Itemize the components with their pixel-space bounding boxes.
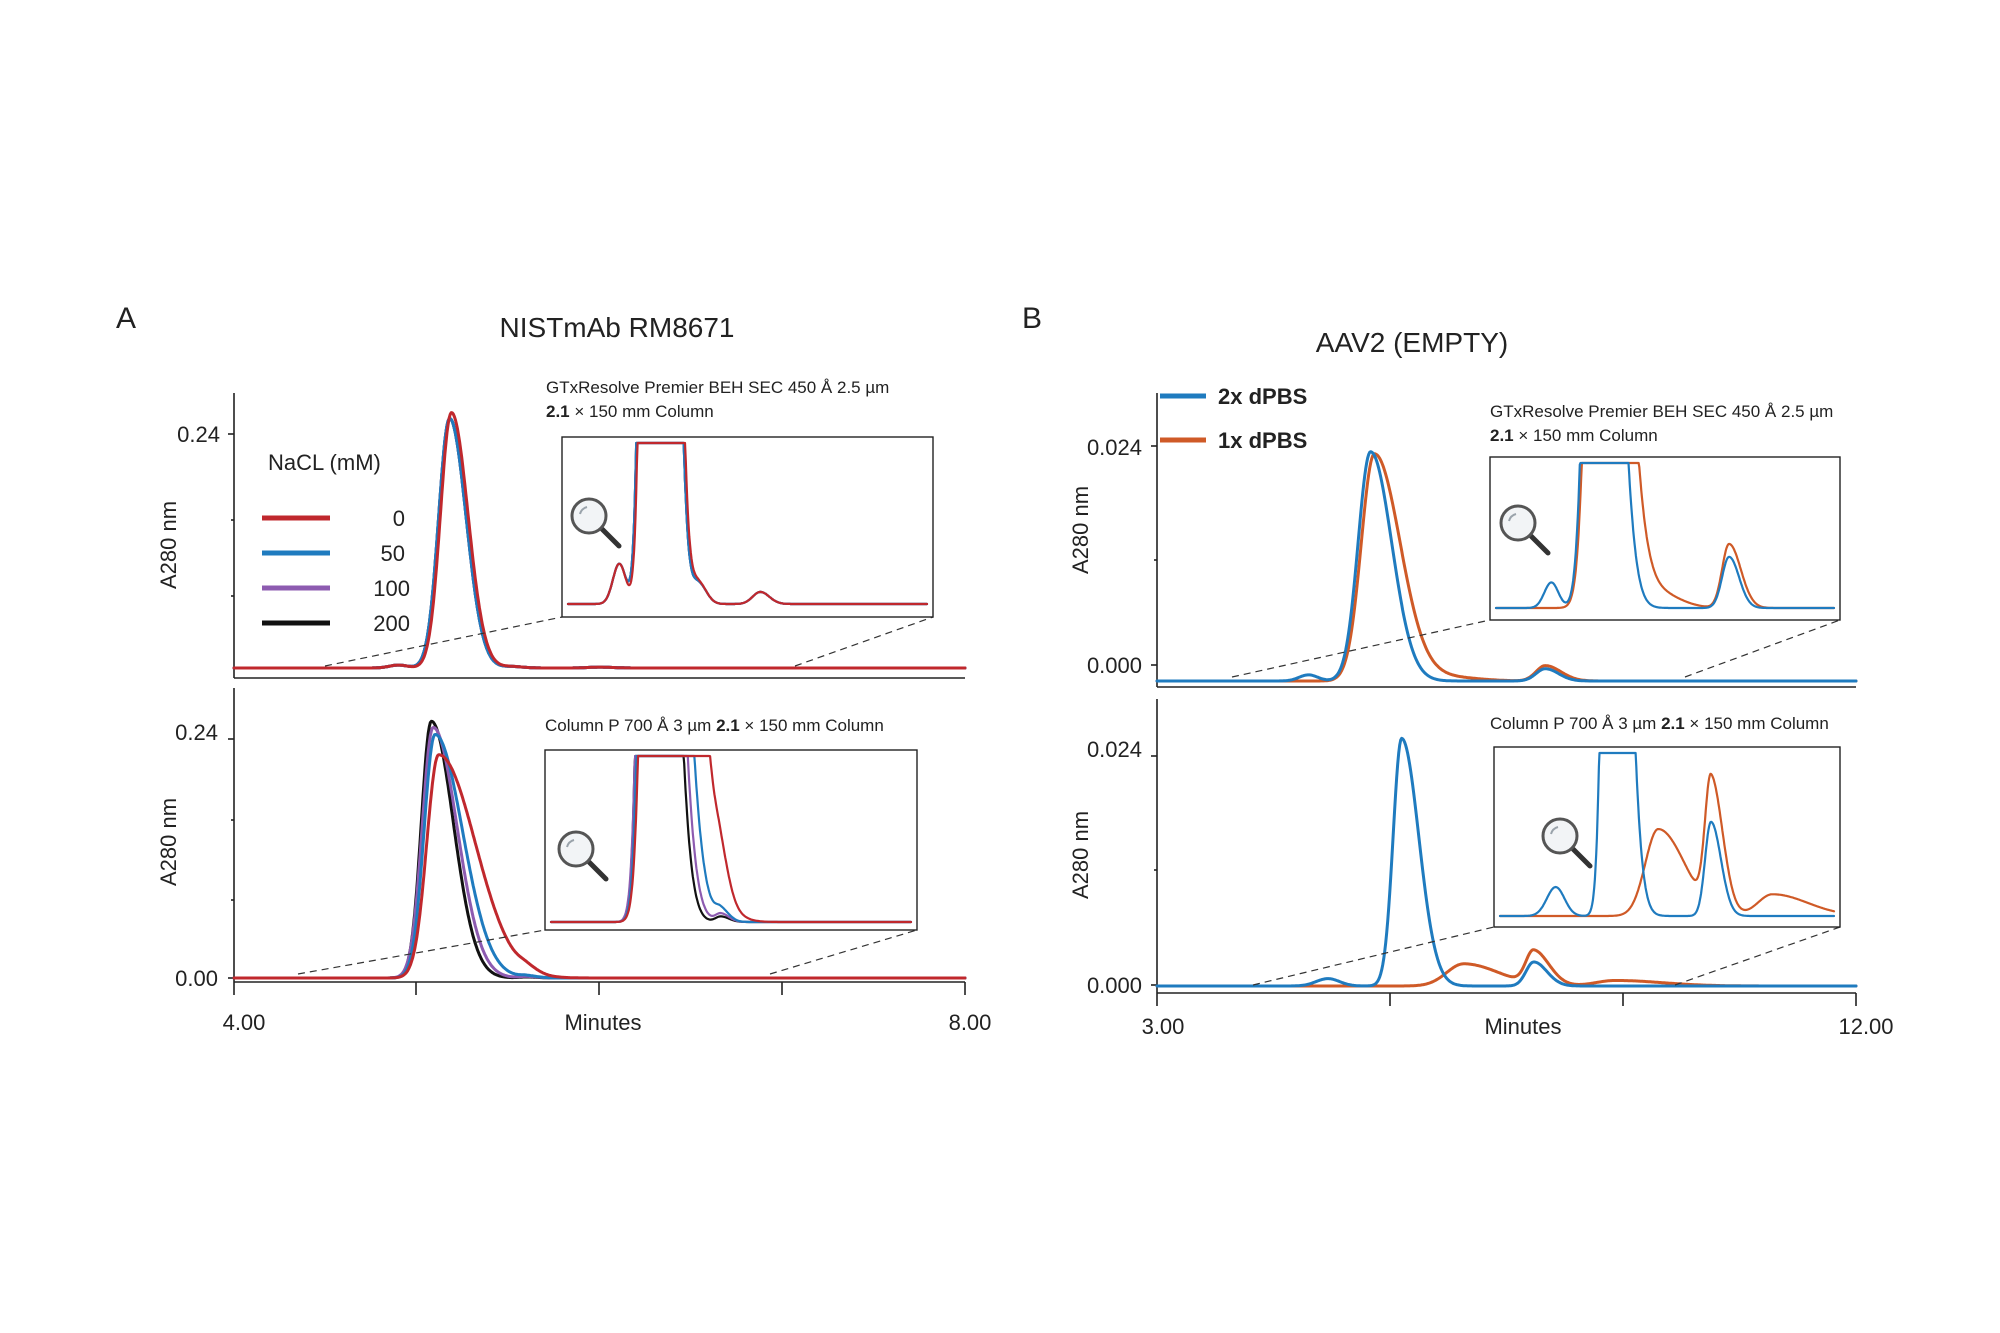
b-xtick-label-end: 12.00: [1838, 1014, 1893, 1039]
panel-a: A NISTmAb RM8671 NaCL (mM) 0 50 100 200 …: [116, 302, 991, 1035]
magnifier-handle: [1570, 846, 1593, 869]
panel-b-top-axes: 0.024 0.000 A280 nm: [1068, 393, 1856, 688]
b-bottom-inset-traces: [1498, 751, 1836, 918]
magnifier-icon: [557, 830, 609, 882]
b-top-column-line2: 2.1 × 150 mm Column: [1490, 426, 1658, 445]
a-xtick-label-start: 4.00: [223, 1010, 266, 1035]
magnifier-icon: [1541, 817, 1593, 869]
trace-0: [232, 411, 967, 670]
magnifier-lens: [570, 497, 608, 535]
a-bottom-column-note: Column P 700 Å 3 µm 2.1 × 150 mm Column: [545, 716, 884, 735]
magnifier-handle: [599, 526, 622, 549]
magnifier-handle: [1528, 533, 1551, 556]
a-bottom-column-post: × 150 mm Column: [740, 716, 884, 735]
a-top-inset: [561, 436, 934, 618]
magnifier-handle: [586, 859, 609, 882]
a-bottom-ylabel: A280 nm: [156, 798, 181, 886]
panel-b-label: B: [1022, 302, 1042, 335]
b-top-column-line1: GTxResolve Premier BEH SEC 450 Å 2.5 µm: [1490, 402, 1833, 421]
a-xlabel: Minutes: [564, 1010, 641, 1035]
legend-label-50: 50: [381, 541, 405, 566]
panel-b-legend: 2x dPBS 1x dPBS: [1160, 384, 1307, 453]
magnifier-lens: [557, 830, 595, 868]
a-bottom-inset-traces: [549, 754, 913, 924]
a-top-column-line1: GTxResolve Premier BEH SEC 450 Å 2.5 µm: [546, 378, 889, 397]
b-top-inset-traces: [1494, 461, 1836, 610]
a-bottom-ytick-label-top: 0.24: [175, 720, 218, 745]
b-top-traces: [1155, 450, 1858, 683]
b-bottom-zoom-line-right: [1674, 926, 1841, 986]
b-xtick-label-start: 3.00: [1142, 1014, 1185, 1039]
b-bottom-traces: [1155, 736, 1858, 988]
b-bottom-zoom-line-left: [1252, 926, 1495, 986]
magnifier-lens: [1499, 504, 1537, 542]
b-bottom-ytick-label-top: 0.024: [1087, 737, 1142, 762]
a-top-ylabel: A280 nm: [156, 501, 181, 589]
inset-trace-2x-dpbs: [1494, 461, 1836, 610]
a-bottom-zoom-line-left: [297, 929, 546, 975]
b-top-inset: [1489, 456, 1841, 621]
b-xlabel: Minutes: [1484, 1014, 1561, 1039]
panel-a-bottom-axes: 0.24 0.00 A280 nm 4.00 8.00 Minutes: [156, 688, 991, 1035]
b-top-zoom-line-right: [1684, 619, 1841, 678]
a-top-inset-traces: [566, 441, 929, 606]
panel-b-title: AAV2 (EMPTY): [1316, 327, 1508, 358]
a-top-zoom-line-left: [324, 616, 563, 667]
b-bottom-ytick-label-zero: 0.000: [1087, 973, 1142, 998]
trace-2x-dpbs: [1155, 736, 1858, 988]
a-bottom-column-pre: Column P 700 Å 3 µm: [545, 716, 716, 735]
a-bottom-ytick-label-zero: 0.00: [175, 966, 218, 991]
a-xtick-label-end: 8.00: [949, 1010, 992, 1035]
b-top-column-rest: × 150 mm Column: [1514, 426, 1658, 445]
a-bottom-traces: [232, 719, 967, 980]
trace-1x-dpbs: [1155, 948, 1858, 988]
panel-b: B AAV2 (EMPTY) 2x dPBS 1x dPBS 0.024 0.0…: [1022, 302, 1894, 1039]
legend-label-1x-dpbs: 1x dPBS: [1218, 428, 1307, 453]
a-bottom-inset: [544, 749, 918, 931]
b-top-ytick-label-zero: 0.000: [1087, 653, 1142, 678]
magnifier-icon: [570, 497, 622, 549]
a-bottom-zoom-line-right: [769, 929, 918, 975]
a-top-column-line2: 2.1 × 150 mm Column: [546, 402, 714, 421]
panel-a-label: A: [116, 302, 136, 335]
magnifier-glint: [1508, 513, 1517, 522]
b-top-column-bold: 2.1: [1490, 426, 1514, 445]
b-bottom-column-note: Column P 700 Å 3 µm 2.1 × 150 mm Column: [1490, 714, 1829, 733]
b-top-ytick-label-top: 0.024: [1087, 435, 1142, 460]
inset-trace-1x-dpbs: [1498, 772, 1836, 918]
b-bottom-ylabel: A280 nm: [1068, 811, 1093, 899]
magnifier-glint: [566, 839, 575, 848]
panel-a-top-axes: 0.24 A280 nm: [156, 393, 965, 679]
b-bottom-column-bold: 2.1: [1661, 714, 1685, 733]
magnifier-glint: [579, 506, 588, 515]
legend-label-0: 0: [393, 506, 405, 531]
magnifier-glint: [1550, 826, 1559, 835]
a-top-traces: [232, 411, 967, 670]
legend-title: NaCL (mM): [268, 450, 381, 475]
a-top-column-bold: 2.1: [546, 402, 570, 421]
b-top-zoom-line-left: [1231, 619, 1491, 678]
panel-a-title: NISTmAb RM8671: [500, 312, 735, 343]
trace-2x-dpbs: [1155, 450, 1858, 683]
legend-label-200: 200: [373, 611, 410, 636]
b-bottom-column-pre: Column P 700 Å 3 µm: [1490, 714, 1661, 733]
legend-label-2x-dpbs: 2x dPBS: [1218, 384, 1307, 409]
panel-a-legend: NaCL (mM) 0 50 100 200: [262, 450, 410, 636]
a-top-ytick-label: 0.24: [177, 422, 220, 447]
inset-trace-0: [549, 754, 913, 924]
legend-label-100: 100: [373, 576, 410, 601]
b-bottom-column-post: × 150 mm Column: [1685, 714, 1829, 733]
magnifier-lens: [1541, 817, 1579, 855]
a-top-column-rest: × 150 mm Column: [570, 402, 714, 421]
magnifier-icon: [1499, 504, 1551, 556]
b-top-ylabel: A280 nm: [1068, 486, 1093, 574]
panel-b-bottom-axes: 0.024 0.000 A280 nm 3.00 12.00 Minutes: [1068, 699, 1894, 1039]
inset-trace-0: [566, 441, 929, 606]
trace-0: [232, 753, 967, 980]
inset-trace-2x-dpbs: [1498, 751, 1836, 918]
a-bottom-column-bold: 2.1: [716, 716, 740, 735]
a-top-zoom-line-right: [794, 616, 934, 667]
